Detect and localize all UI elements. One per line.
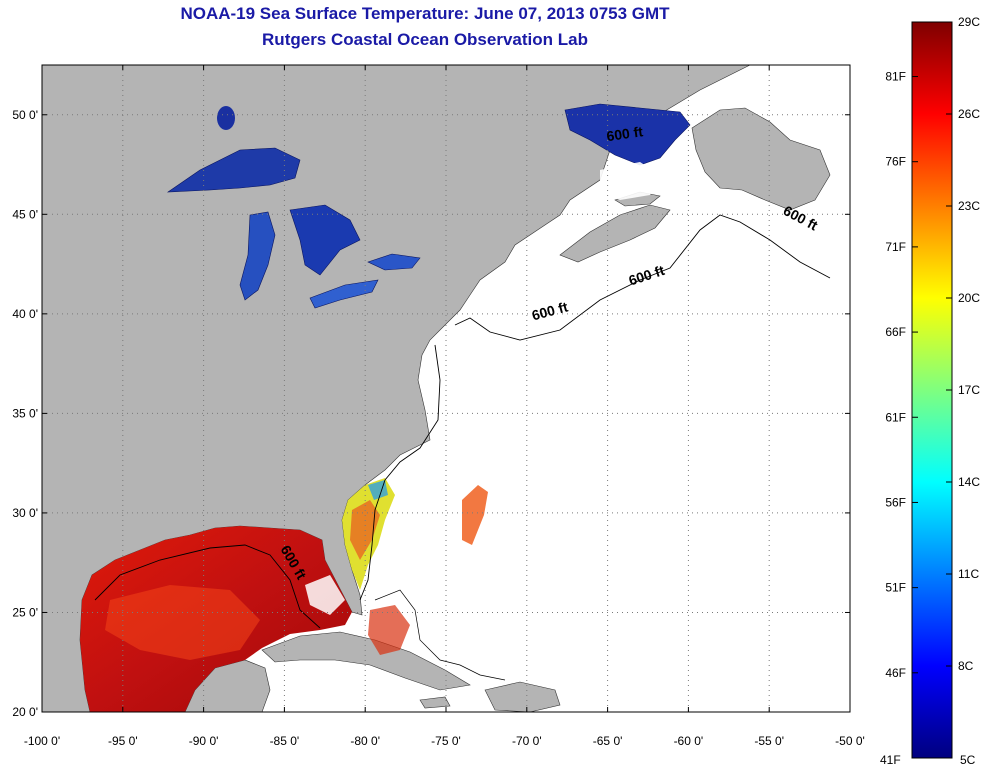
lake-nipigon <box>217 106 235 130</box>
sst-offshore-patch <box>462 485 488 545</box>
lon-tick-label: -85 0' <box>270 734 300 748</box>
lat-tick-label: 30 0' <box>12 506 38 520</box>
land-maritimes <box>559 204 671 263</box>
land-hispaniola <box>484 681 561 712</box>
colorbar-ramp <box>911 21 953 759</box>
lake-erie <box>309 279 379 309</box>
latitude-axis: 20 0' 25 0' 30 0' 35 0' 40 0' 45 0' 50 0' <box>12 108 850 719</box>
sst-bahamas <box>368 605 410 655</box>
sst-st-lawrence-cloud <box>600 162 660 200</box>
map-title: NOAA-19 Sea Surface Temperature: June 07… <box>180 4 670 23</box>
colorbar-fahrenheit-tick-label: 66F <box>885 325 906 339</box>
lon-tick-label: -60 0' <box>674 734 704 748</box>
colorbar-top-label: 29C <box>958 15 980 29</box>
isobath-600ft-gulf <box>94 544 321 629</box>
lat-tick-label: 35 0' <box>12 406 38 420</box>
lat-tick-label: 40 0' <box>12 307 38 321</box>
lat-tick-label: 50 0' <box>12 108 38 122</box>
map-body <box>42 65 850 712</box>
colorbar-celsius-tick-label: 8C <box>958 659 974 673</box>
lon-tick-label: -80 0' <box>350 734 380 748</box>
colorbar-celsius-tick-label: 23C <box>958 199 980 213</box>
land-jamaica <box>419 696 451 709</box>
contour-label-600ft: 600 ft <box>605 123 644 144</box>
lon-tick-label: -75 0' <box>431 734 461 748</box>
colorbar-fahrenheit-ticks: 81F 76F 71F 66F 61F 56F 51F 46F <box>885 70 918 680</box>
lake-superior <box>166 147 301 193</box>
lon-tick-label: -65 0' <box>593 734 623 748</box>
colorbar-fahrenheit-tick-label: 51F <box>885 581 906 595</box>
sst-st-lawrence <box>564 103 691 166</box>
lon-tick-label: -100 0' <box>24 734 60 748</box>
lon-tick-label: -70 0' <box>512 734 542 748</box>
colorbar-celsius-tick-label: 11C <box>958 567 979 581</box>
colorbar-celsius-ticks: 26C 23C 20C 17C 14C 11C 8C <box>946 107 980 673</box>
lat-tick-label: 45 0' <box>12 207 38 221</box>
colorbar-celsius-tick-label: 14C <box>958 475 980 489</box>
lon-tick-label: -50 0' <box>835 734 865 748</box>
colorbar-fahrenheit-tick-label: 61F <box>885 410 906 424</box>
isobath-600ft-east <box>359 344 441 601</box>
colorbar-bottom-label: 5C <box>960 753 976 767</box>
sst-gulf-warm-patch <box>105 585 260 660</box>
sst-gulf-cloud <box>305 575 345 615</box>
isobath-600ft-north <box>454 214 831 341</box>
lat-tick-label: 25 0' <box>12 605 38 619</box>
colorbar-fahrenheit-tick-label: 81F <box>885 70 906 84</box>
colorbar-bottom-f-label: 41F <box>880 753 901 767</box>
colorbar-fahrenheit-tick-label: 56F <box>885 495 906 509</box>
lat-tick-label: 20 0' <box>12 705 38 719</box>
colorbar-fahrenheit-tick-label: 46F <box>885 666 906 680</box>
lon-tick-label: -55 0' <box>754 734 784 748</box>
colorbar-fahrenheit-tick-label: 71F <box>885 240 906 254</box>
lon-tick-label: -90 0' <box>189 734 219 748</box>
colorbar: 29C 5C 41F 26C 23C 20C 17C 14C 11C 8C 81F 76F 71… <box>880 15 980 767</box>
bahamas-banks <box>374 589 506 681</box>
map-subtitle: Rutgers Coastal Ocean Observation Lab <box>262 30 588 49</box>
land-cuba <box>261 631 471 691</box>
lake-ontario <box>367 253 421 271</box>
land-newfoundland <box>691 107 831 211</box>
colorbar-celsius-tick-label: 20C <box>958 291 980 305</box>
lon-tick-label: -95 0' <box>108 734 138 748</box>
lake-michigan <box>239 211 276 301</box>
lake-huron <box>289 204 361 276</box>
colorbar-celsius-tick-label: 26C <box>958 107 980 121</box>
colorbar-fahrenheit-tick-label: 76F <box>885 155 906 169</box>
longitude-axis: -100 0' -95 0' -90 0' -85 0' -80 0' -75 0' -70… <box>24 65 865 748</box>
colorbar-celsius-tick-label: 17C <box>958 383 980 397</box>
